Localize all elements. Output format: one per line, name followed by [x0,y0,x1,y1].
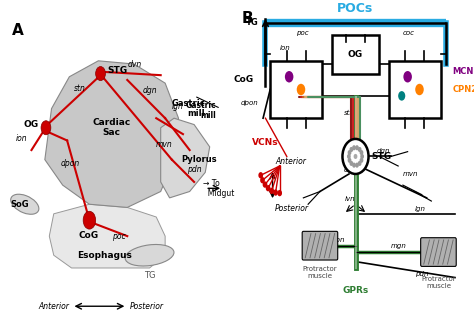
Text: Posterior: Posterior [129,302,164,311]
Text: GPRs: GPRs [342,287,369,295]
Text: ion: ion [280,45,291,51]
FancyBboxPatch shape [389,61,441,118]
Circle shape [352,145,356,150]
Circle shape [41,121,51,135]
Text: poc: poc [112,232,126,241]
Text: OG: OG [23,120,38,129]
Circle shape [358,147,362,152]
Text: dgn: dgn [377,148,390,154]
Text: Protractor
muscle: Protractor muscle [302,266,337,280]
Circle shape [360,150,364,155]
Circle shape [269,188,274,194]
Text: OG: OG [348,50,363,59]
Circle shape [96,66,105,81]
Text: ion: ion [15,133,27,142]
Circle shape [285,71,293,82]
Text: Protractor
muscle: Protractor muscle [421,276,456,289]
Text: MCN1: MCN1 [453,67,474,76]
Text: Anterior: Anterior [275,157,306,166]
Circle shape [349,161,353,166]
Circle shape [355,145,359,150]
Text: poc: poc [296,30,309,36]
Polygon shape [45,61,179,208]
Text: mgn: mgn [391,243,407,249]
Circle shape [263,181,267,188]
Text: coc: coc [403,30,415,36]
Text: son: son [308,96,320,102]
Text: mvn: mvn [403,171,419,177]
Text: dvn: dvn [344,167,357,173]
Text: Gastric
mill: Gastric mill [186,101,216,120]
Text: pdn: pdn [415,271,428,277]
Text: A: A [11,23,23,38]
Text: CoG: CoG [234,75,254,84]
Text: Posterior: Posterior [275,204,309,213]
Ellipse shape [125,244,174,266]
Text: dpon: dpon [60,159,80,168]
Text: pdn: pdn [187,165,202,174]
Text: dpon: dpon [241,101,258,107]
Circle shape [273,189,278,196]
Circle shape [398,91,405,101]
Circle shape [358,161,362,166]
Text: CoG: CoG [78,231,98,240]
FancyBboxPatch shape [270,61,322,118]
Text: lgn: lgn [172,102,184,111]
Text: stn: stn [74,84,86,93]
Circle shape [260,177,265,183]
Circle shape [360,154,364,159]
Text: stn: stn [344,110,355,116]
Text: Esophagus: Esophagus [78,251,132,260]
Text: gpn: gpn [332,237,345,243]
Circle shape [352,163,356,168]
Circle shape [349,147,353,152]
FancyBboxPatch shape [332,35,379,74]
Circle shape [347,154,351,159]
Circle shape [266,185,271,191]
Circle shape [258,172,263,179]
Text: dgn: dgn [143,86,157,95]
Text: STG: STG [107,66,128,75]
Text: Cardiac
Sac: Cardiac Sac [92,118,131,137]
Text: lvn: lvn [345,196,356,202]
Text: Anterior: Anterior [38,302,69,311]
Text: Pylorus: Pylorus [181,155,216,164]
Circle shape [360,158,364,163]
Circle shape [342,139,369,174]
Text: TG: TG [246,18,258,27]
Text: STG: STG [371,152,391,161]
Circle shape [415,84,424,95]
Text: TG: TG [144,271,155,280]
Text: POCs: POCs [337,2,374,15]
Circle shape [354,154,357,159]
Polygon shape [161,118,210,198]
Text: dvn: dvn [127,60,142,69]
Text: VCNs: VCNs [252,138,279,147]
FancyBboxPatch shape [421,238,456,266]
Text: lgn: lgn [415,206,426,211]
Text: CPN2: CPN2 [453,85,474,94]
Text: Gastric
mill: Gastric mill [172,99,205,118]
Text: SoG: SoG [10,200,29,209]
Text: B: B [242,11,254,27]
FancyBboxPatch shape [302,231,337,260]
Circle shape [403,71,412,82]
Text: → To
  Midgut: → To Midgut [203,179,234,198]
Text: mvn: mvn [156,140,173,149]
Circle shape [297,84,305,95]
Polygon shape [49,204,165,268]
Circle shape [83,211,96,229]
Circle shape [277,190,282,196]
Circle shape [347,158,351,163]
Circle shape [347,150,351,155]
Circle shape [355,163,359,168]
Ellipse shape [11,194,39,214]
